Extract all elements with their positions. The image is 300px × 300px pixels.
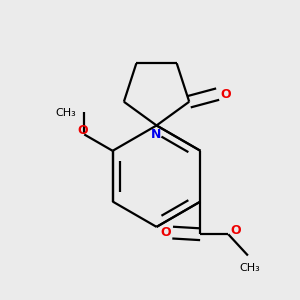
Text: CH₃: CH₃ (56, 108, 76, 118)
Text: CH₃: CH₃ (239, 263, 260, 273)
Text: O: O (77, 124, 88, 137)
Text: N: N (152, 128, 162, 141)
Text: O: O (230, 224, 241, 237)
Text: O: O (160, 226, 171, 239)
Text: O: O (220, 88, 231, 100)
